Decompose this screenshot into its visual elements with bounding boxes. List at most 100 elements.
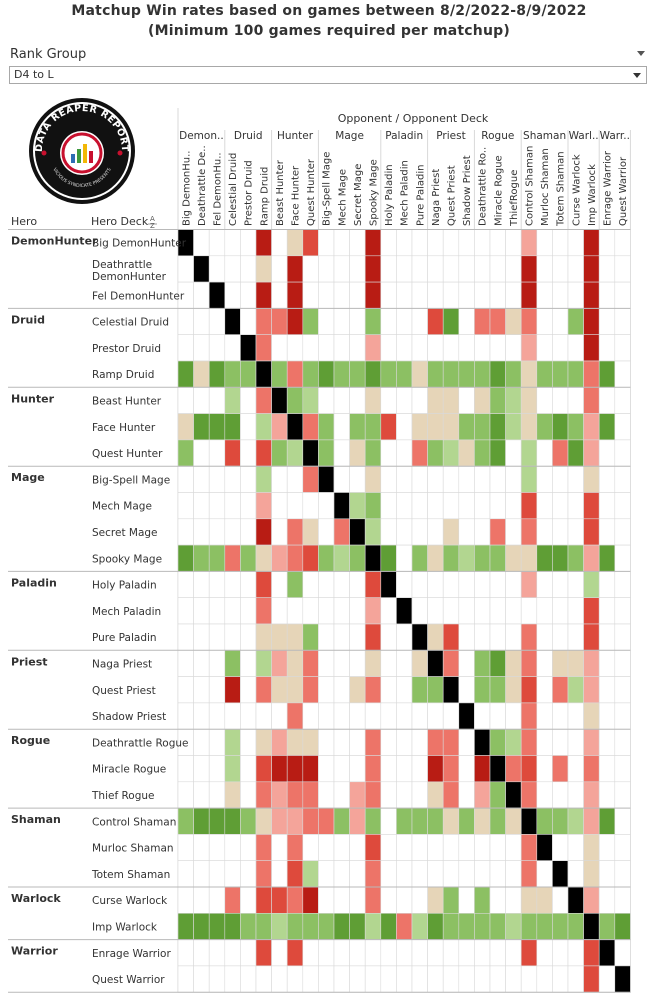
matchup-cell[interactable] xyxy=(208,544,226,572)
matchup-cell[interactable] xyxy=(286,229,304,257)
matchup-cell[interactable] xyxy=(583,860,600,888)
matchup-cell[interactable] xyxy=(177,807,194,835)
matchup-cell[interactable] xyxy=(442,386,460,414)
matchup-cell[interactable] xyxy=(286,386,304,414)
sort-icon[interactable]: AZ xyxy=(148,215,157,230)
matchup-cell[interactable] xyxy=(583,834,600,862)
matchup-cell[interactable] xyxy=(286,728,304,756)
matchup-cell[interactable] xyxy=(505,544,522,572)
matchup-cell[interactable] xyxy=(364,308,382,335)
matchup-cell[interactable] xyxy=(224,781,241,809)
matchup-cell[interactable] xyxy=(271,308,288,335)
matchup-cell[interactable] xyxy=(271,755,288,783)
matchup-cell[interactable] xyxy=(255,413,272,441)
matchup-cell[interactable] xyxy=(520,544,538,572)
matchup-cell[interactable] xyxy=(442,781,460,809)
matchup-cell[interactable] xyxy=(364,597,382,625)
matchup-cell[interactable] xyxy=(442,518,460,546)
mirror-cell[interactable] xyxy=(286,413,304,441)
matchup-cell[interactable] xyxy=(458,439,475,467)
matchup-cell[interactable] xyxy=(474,781,491,809)
matchup-cell[interactable] xyxy=(442,886,460,914)
matchup-cell[interactable] xyxy=(224,544,241,572)
matchup-cell[interactable] xyxy=(520,255,538,283)
matchup-cell[interactable] xyxy=(271,649,288,677)
matchup-cell[interactable] xyxy=(364,334,382,362)
matchup-cell[interactable] xyxy=(255,281,272,309)
filter-menu-icon[interactable] xyxy=(637,51,645,56)
matchup-cell[interactable] xyxy=(442,807,460,835)
matchup-cell[interactable] xyxy=(427,544,444,572)
matchup-cell[interactable] xyxy=(333,912,350,940)
matchup-cell[interactable] xyxy=(302,229,319,257)
mirror-cell[interactable] xyxy=(364,544,382,572)
matchup-cell[interactable] xyxy=(208,413,226,441)
matchup-cell[interactable] xyxy=(489,728,506,756)
matchup-cell[interactable] xyxy=(489,518,506,546)
mirror-cell[interactable] xyxy=(255,360,272,388)
matchup-cell[interactable] xyxy=(520,518,538,546)
matchup-cell[interactable] xyxy=(567,807,584,835)
matchup-cell[interactable] xyxy=(255,255,272,283)
matchup-cell[interactable] xyxy=(583,439,600,467)
matchup-cell[interactable] xyxy=(364,781,382,809)
matchup-cell[interactable] xyxy=(364,386,382,414)
mirror-cell[interactable] xyxy=(536,834,553,862)
matchup-cell[interactable] xyxy=(380,360,397,388)
matchup-cell[interactable] xyxy=(567,439,584,467)
matchup-cell[interactable] xyxy=(583,676,600,704)
mirror-cell[interactable] xyxy=(333,492,350,520)
matchup-cell[interactable] xyxy=(255,439,272,467)
matchup-cell[interactable] xyxy=(302,623,319,651)
matchup-cell[interactable] xyxy=(271,623,288,651)
matchup-cell[interactable] xyxy=(583,229,600,257)
matchup-cell[interactable] xyxy=(427,413,444,441)
matchup-cell[interactable] xyxy=(567,413,584,441)
mirror-cell[interactable] xyxy=(349,518,366,546)
matchup-cell[interactable] xyxy=(286,281,304,309)
matchup-cell[interactable] xyxy=(364,860,382,888)
matchup-cell[interactable] xyxy=(520,386,538,414)
mirror-cell[interactable] xyxy=(567,886,584,914)
matchup-cell[interactable] xyxy=(286,886,304,914)
matchup-cell[interactable] xyxy=(552,755,569,783)
matchup-cell[interactable] xyxy=(567,308,584,335)
matchup-cell[interactable] xyxy=(224,676,241,704)
matchup-cell[interactable] xyxy=(286,702,304,730)
matchup-cell[interactable] xyxy=(598,807,616,835)
matchup-cell[interactable] xyxy=(411,544,428,572)
matchup-cell[interactable] xyxy=(474,807,491,835)
matchup-cell[interactable] xyxy=(286,518,304,546)
matchup-cell[interactable] xyxy=(333,807,350,835)
mirror-cell[interactable] xyxy=(302,439,319,467)
matchup-cell[interactable] xyxy=(255,860,272,888)
matchup-cell[interactable] xyxy=(598,544,616,572)
matchup-cell[interactable] xyxy=(349,360,366,388)
matchup-cell[interactable] xyxy=(567,544,584,572)
matchup-cell[interactable] xyxy=(318,544,335,572)
mirror-cell[interactable] xyxy=(411,623,428,651)
matchup-cell[interactable] xyxy=(520,334,538,362)
matchup-cell[interactable] xyxy=(255,939,272,967)
mirror-cell[interactable] xyxy=(208,281,226,309)
matchup-cell[interactable] xyxy=(458,413,475,441)
matchup-cell[interactable] xyxy=(255,597,272,625)
matchup-cell[interactable] xyxy=(474,544,491,572)
matchup-cell[interactable] xyxy=(349,492,366,520)
matchup-cell[interactable] xyxy=(286,649,304,677)
chevron-down-icon[interactable] xyxy=(633,73,641,78)
matchup-cell[interactable] xyxy=(489,386,506,414)
matchup-cell[interactable] xyxy=(240,544,257,572)
matchup-cell[interactable] xyxy=(364,571,382,599)
matchup-cell[interactable] xyxy=(583,281,600,309)
matchup-cell[interactable] xyxy=(474,755,491,783)
matchup-cell[interactable] xyxy=(583,571,600,599)
matchup-cell[interactable] xyxy=(411,439,428,467)
matchup-cell[interactable] xyxy=(427,807,444,835)
matchup-cell[interactable] xyxy=(583,544,600,572)
matchup-cell[interactable] xyxy=(286,834,304,862)
matchup-cell[interactable] xyxy=(583,781,600,809)
matchup-cell[interactable] xyxy=(520,623,538,651)
matchup-cell[interactable] xyxy=(520,702,538,730)
matchup-cell[interactable] xyxy=(302,807,319,835)
